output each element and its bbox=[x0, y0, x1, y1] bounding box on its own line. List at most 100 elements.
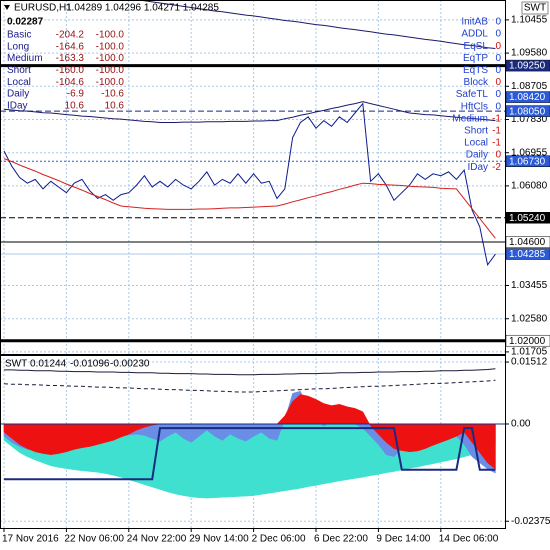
y-tick-label: 1.07830 bbox=[511, 114, 548, 125]
status-label: InitAB bbox=[461, 17, 488, 28]
indicator-value: -0.01096 bbox=[70, 359, 110, 370]
level-label: 1.05240 bbox=[509, 213, 546, 224]
status-label: Short bbox=[464, 126, 488, 137]
indicator-value: -0.00230 bbox=[110, 359, 150, 370]
status-value: -1 bbox=[492, 126, 501, 137]
indicator-line bbox=[4, 368, 496, 376]
x-tick-label: 9 Dec 14:00 bbox=[376, 534, 430, 545]
status-value: 0 bbox=[495, 53, 501, 64]
level-box bbox=[505, 59, 550, 72]
panel-value: -204.2 bbox=[56, 30, 85, 41]
x-tick-label: 17 Nov 2016 bbox=[2, 534, 59, 545]
level-label: 1.08050 bbox=[509, 106, 546, 117]
panel-label: Basic bbox=[7, 30, 31, 41]
y-tick-label: -0.02375 bbox=[511, 516, 550, 527]
level-box bbox=[505, 91, 550, 103]
panel-value: -100.0 bbox=[96, 41, 125, 52]
status-label: EqSL bbox=[464, 41, 489, 52]
level-box bbox=[505, 212, 550, 224]
status-label: Daily bbox=[466, 150, 488, 161]
panel-value: 10.6 bbox=[105, 100, 125, 111]
level-label: 1.09250 bbox=[509, 61, 546, 72]
panel-label: Short bbox=[7, 65, 31, 76]
panel-value: -104.6 bbox=[56, 77, 85, 88]
panel-value: -164.6 bbox=[56, 41, 85, 52]
status-label: ADDL bbox=[461, 29, 488, 40]
panel-value: 10.6 bbox=[65, 100, 85, 111]
y-tick-label: 0.00 bbox=[511, 419, 531, 430]
level-box bbox=[505, 334, 550, 347]
moving-average bbox=[3, 158, 496, 239]
x-tick-label: 22 Nov 06:00 bbox=[64, 534, 124, 545]
level-label: 1.02000 bbox=[509, 336, 546, 347]
y-tick-label: 1.08705 bbox=[511, 81, 548, 92]
ohlc: 1.04289 1.04296 1.04271 1.04285 bbox=[66, 3, 219, 14]
swt-button-label[interactable]: SWT bbox=[524, 3, 546, 14]
panel-value: -160.0 bbox=[56, 65, 85, 76]
sub-frame bbox=[0, 355, 506, 529]
y-tick-label: 1.10455 bbox=[511, 15, 548, 26]
status-value: 0 bbox=[495, 41, 501, 52]
status-value: 0 bbox=[495, 17, 501, 28]
status-label: SafeTL bbox=[456, 89, 489, 100]
level-label: 1.08420 bbox=[509, 92, 546, 103]
status-value: -2 bbox=[492, 162, 501, 173]
y-tick-label: 0.01512 bbox=[511, 357, 548, 368]
panel-value: -100.0 bbox=[96, 53, 125, 64]
y-tick-label: 1.02580 bbox=[511, 313, 548, 324]
y-tick-label: 1.06955 bbox=[511, 147, 548, 158]
status-value: 0 bbox=[495, 29, 501, 40]
panel-label: Medium bbox=[7, 53, 43, 64]
level-box bbox=[505, 105, 550, 117]
moving-average bbox=[142, 1, 496, 49]
status-label: EqTS bbox=[463, 65, 488, 76]
panel-label: IDay bbox=[7, 100, 28, 111]
main-frame bbox=[0, 0, 506, 355]
panel-value: -100.0 bbox=[96, 77, 125, 88]
indicator-title: SWT bbox=[5, 359, 27, 370]
y-tick-label: 1.03455 bbox=[511, 280, 548, 291]
status-label: Local bbox=[464, 138, 488, 149]
level-box bbox=[505, 248, 550, 260]
x-tick-label: 2 Dec 06:00 bbox=[252, 534, 306, 545]
status-value: 0 bbox=[495, 150, 501, 161]
indicator-line bbox=[3, 379, 496, 393]
swt-button[interactable] bbox=[521, 1, 549, 15]
status-label: EqTP bbox=[463, 53, 488, 64]
status-value: 0 bbox=[495, 101, 501, 112]
panel-value: -10.6 bbox=[101, 89, 124, 100]
panel-label: Long bbox=[7, 41, 29, 52]
x-tick-label: 6 Dec 22:00 bbox=[314, 534, 368, 545]
indicator-line bbox=[4, 427, 496, 481]
status-value: 0 bbox=[495, 65, 501, 76]
price-line bbox=[3, 102, 496, 267]
status-value: -1 bbox=[492, 113, 501, 124]
panel-label: Local bbox=[7, 77, 31, 88]
x-tick-label: 24 Nov 22:00 bbox=[127, 534, 187, 545]
status-label: IDay bbox=[467, 162, 488, 173]
status-label: Medium bbox=[452, 113, 488, 124]
symbol: EURUSD,H1 bbox=[14, 3, 72, 14]
x-tick-label: 29 Nov 14:00 bbox=[189, 534, 249, 545]
dropdown-icon[interactable] bbox=[4, 5, 10, 10]
level-label: 1.04600 bbox=[509, 237, 546, 248]
level-label: 1.06730 bbox=[509, 156, 546, 167]
panel-value: -100.0 bbox=[96, 65, 125, 76]
indicator-value: 0.01244 bbox=[30, 359, 67, 370]
panel-value: -163.3 bbox=[56, 53, 85, 64]
status-label: Block bbox=[464, 77, 489, 88]
panel-label: Daily bbox=[7, 89, 29, 100]
status-value: 0 bbox=[495, 77, 501, 88]
level-label: 1.04285 bbox=[509, 249, 546, 260]
status-label: HftCls bbox=[461, 101, 488, 112]
status-value: 0 bbox=[495, 89, 501, 100]
panel-total: 0.02287 bbox=[7, 17, 44, 28]
y-tick-label: 1.06080 bbox=[511, 181, 548, 192]
panel-value: -6.9 bbox=[67, 89, 85, 100]
panel-value: -100.0 bbox=[96, 30, 125, 41]
indicator-area bbox=[3, 423, 496, 499]
moving-average bbox=[3, 101, 496, 123]
level-box bbox=[505, 155, 550, 167]
status-value: -1 bbox=[492, 138, 501, 149]
